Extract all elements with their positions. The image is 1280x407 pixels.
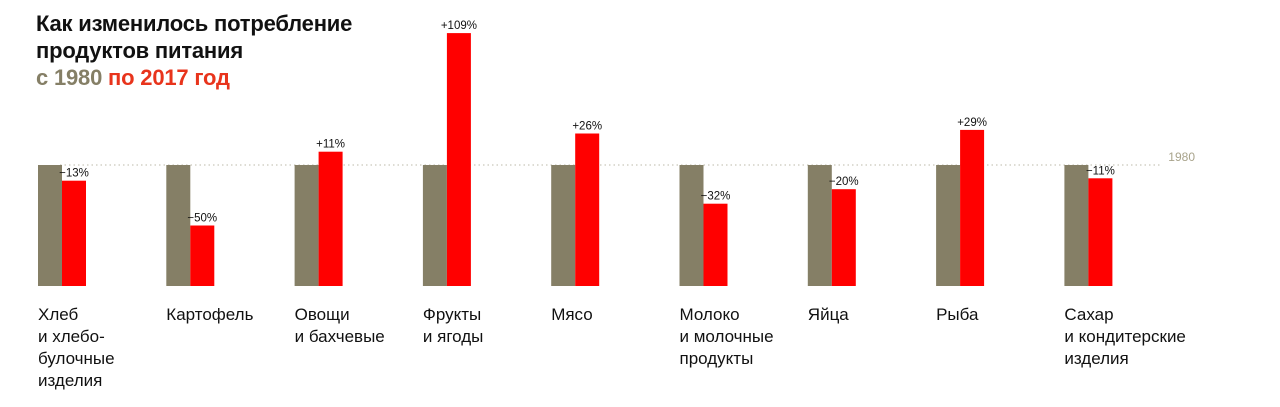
category-label: Молоко и молочные продукты bbox=[680, 305, 774, 368]
category-label: Яйца bbox=[808, 305, 850, 324]
title-line-2: продуктов питания bbox=[36, 38, 243, 63]
category-label-line: Яйца bbox=[808, 305, 850, 324]
data-label: +11% bbox=[316, 139, 345, 151]
bar-2017 bbox=[703, 203, 728, 286]
bars-layer bbox=[38, 33, 1113, 286]
bar-1980 bbox=[38, 165, 62, 286]
data-label: −50% bbox=[187, 213, 217, 225]
data-label: +26% bbox=[572, 121, 602, 133]
data-label: +29% bbox=[957, 117, 987, 129]
category-label-line: и бахчевые bbox=[295, 327, 385, 346]
bar-1980 bbox=[1064, 165, 1089, 286]
bar-2017 bbox=[190, 225, 215, 286]
bar-2017 bbox=[318, 151, 343, 286]
category-label-line: продукты bbox=[680, 349, 754, 368]
title-middle: по bbox=[108, 65, 135, 90]
category-labels-layer: Хлеб и хлебо-булочные изделия Картофель Овощ… bbox=[38, 305, 1186, 390]
chart-title: Как изменилось потребление продуктов пит… bbox=[36, 10, 456, 91]
bar-2017 bbox=[446, 33, 471, 286]
category-label-line: Молоко bbox=[680, 305, 740, 324]
bar-1980 bbox=[936, 165, 961, 286]
category-label-line: и ягоды bbox=[423, 327, 483, 346]
title-year-end: 2017 год bbox=[140, 65, 230, 90]
bar-2017 bbox=[960, 129, 985, 286]
category-label-line: Мясо bbox=[551, 305, 593, 324]
category-label: Фрукты и ягоды bbox=[423, 305, 483, 346]
bar-1980 bbox=[551, 165, 576, 286]
category-label-line: и кондитерские bbox=[1064, 327, 1186, 346]
reference-layer: 1980 bbox=[60, 150, 1195, 166]
category-label-line: изделия bbox=[38, 371, 102, 390]
category-label: Рыба bbox=[936, 305, 979, 324]
data-label: −11% bbox=[1086, 165, 1115, 177]
data-labels-layer: −13% −50% +11% +109% +26% −32% −20% +29% −11% bbox=[59, 20, 1115, 224]
bar-1980 bbox=[807, 165, 832, 286]
bar-1980 bbox=[422, 165, 447, 286]
bar-1980 bbox=[294, 165, 319, 286]
category-label: Сахар и кондитерские изделия bbox=[1064, 305, 1186, 368]
reference-label: 1980 bbox=[1168, 150, 1195, 164]
category-label-line: Картофель bbox=[166, 305, 253, 324]
bar-1980 bbox=[679, 165, 704, 286]
title-line-1: Как изменилось потребление bbox=[36, 11, 353, 36]
category-label-line: Хлеб bbox=[38, 305, 79, 324]
bar-2017 bbox=[831, 189, 856, 286]
category-label: Хлеб и хлебо-булочные изделия bbox=[38, 305, 115, 390]
data-label: +109% bbox=[441, 20, 477, 32]
category-label-line: и молочные bbox=[680, 327, 774, 346]
bar-2017 bbox=[1088, 178, 1113, 286]
category-label-line: Рыба bbox=[936, 305, 979, 324]
category-label: Картофель bbox=[166, 305, 253, 324]
category-label-line: Овощи bbox=[295, 305, 350, 324]
title-line-3: с 1980 по 2017 год bbox=[36, 64, 456, 91]
data-label: −20% bbox=[829, 176, 859, 188]
data-label: −32% bbox=[701, 191, 731, 203]
category-label-line: Сахар bbox=[1064, 305, 1113, 324]
bar-1980 bbox=[166, 165, 191, 286]
bar-2017 bbox=[575, 133, 600, 286]
title-prefix: с bbox=[36, 65, 49, 90]
category-label-line: и хлебо- bbox=[38, 327, 105, 346]
category-label: Мясо bbox=[551, 305, 593, 324]
category-label: Овощи и бахчевые bbox=[295, 305, 385, 346]
category-label-line: булочные bbox=[38, 349, 115, 368]
category-label-line: изделия bbox=[1064, 349, 1128, 368]
data-label: −13% bbox=[59, 168, 89, 180]
category-label-line: Фрукты bbox=[423, 305, 481, 324]
title-year-start: 1980 bbox=[53, 65, 103, 90]
bar-2017 bbox=[62, 180, 86, 286]
